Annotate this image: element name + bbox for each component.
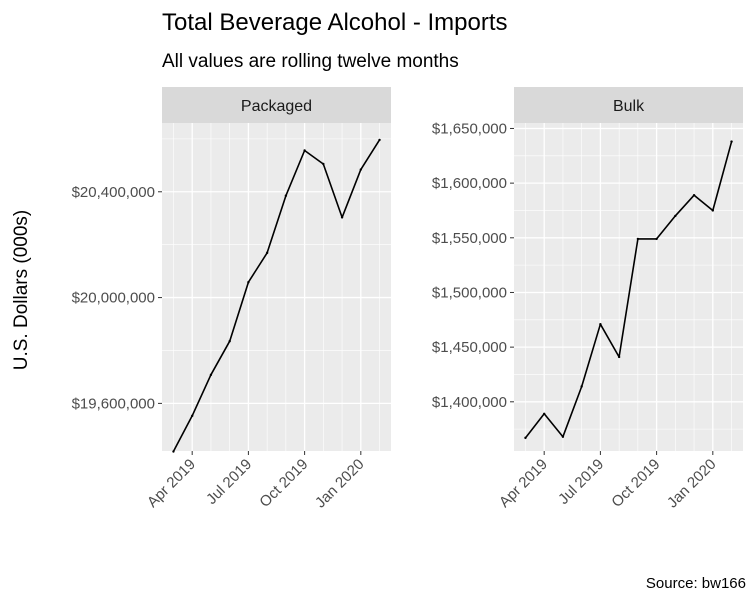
chart-title: Total Beverage Alcohol - Imports — [162, 9, 508, 36]
data-point — [209, 373, 213, 377]
y-tick-label: $20,000,000 — [72, 290, 155, 307]
data-point — [378, 138, 381, 142]
y-tick-label: $19,600,000 — [72, 395, 155, 412]
x-tick-label: Oct 2019 — [608, 456, 663, 511]
panel-packaged: Packaged $19,600,000 $20,000,000 $20,400,00… — [72, 87, 391, 511]
facet-label: Packaged — [241, 98, 312, 115]
y-tick-label: $1,600,000 — [432, 175, 507, 192]
x-tick-label: Oct 2019 — [256, 456, 311, 511]
data-point — [599, 322, 602, 326]
data-point — [359, 168, 363, 171]
data-point — [247, 281, 250, 284]
data-point — [561, 435, 565, 438]
facet-label: Bulk — [613, 98, 645, 115]
data-point — [524, 436, 527, 440]
plot-panel — [514, 123, 743, 451]
x-tick-label: Apr 2019 — [496, 456, 551, 511]
panel-bulk: Bulk $1,400,000 $1,450,000 $1,500,000 $1,550… — [432, 87, 743, 511]
chart-subtitle: All values are rolling twelve months — [162, 51, 459, 72]
data-point — [580, 385, 583, 388]
series-line-bulk — [524, 141, 733, 439]
data-point — [172, 450, 175, 453]
x-tick-label: Jul 2019 — [555, 456, 607, 508]
data-point — [655, 237, 658, 241]
plot-panel — [162, 123, 391, 451]
data-point — [711, 209, 715, 212]
data-point — [303, 149, 306, 152]
data-point — [284, 194, 288, 197]
facet-strip — [514, 87, 743, 123]
x-tick-label: Apr 2019 — [144, 456, 199, 511]
data-point — [228, 340, 231, 343]
chart-caption: Source: bw166 — [646, 575, 746, 592]
y-tick-label: $20,400,000 — [72, 184, 155, 201]
y-axis-label: U.S. Dollars (000s) — [11, 210, 32, 371]
data-point — [542, 412, 546, 416]
data-point — [340, 216, 344, 219]
x-tick-label: Jul 2019 — [203, 456, 255, 508]
data-point — [692, 193, 696, 197]
y-tick-label: $1,450,000 — [432, 339, 507, 356]
series-line-packaged — [172, 139, 381, 452]
x-tick-label: Jan 2020 — [312, 456, 368, 512]
y-tick-label: $1,500,000 — [432, 284, 507, 301]
facet-strip — [162, 87, 391, 123]
data-point — [636, 237, 640, 241]
data-point — [730, 140, 733, 143]
y-tick-label: $1,400,000 — [432, 394, 507, 411]
x-tick-label: Jan 2020 — [664, 456, 720, 512]
data-point — [265, 251, 269, 255]
data-point — [190, 414, 194, 418]
data-point — [322, 162, 325, 166]
y-tick-label: $1,550,000 — [432, 230, 507, 247]
data-point — [617, 355, 621, 359]
data-point — [674, 214, 677, 218]
y-tick-label: $1,650,000 — [432, 120, 507, 137]
